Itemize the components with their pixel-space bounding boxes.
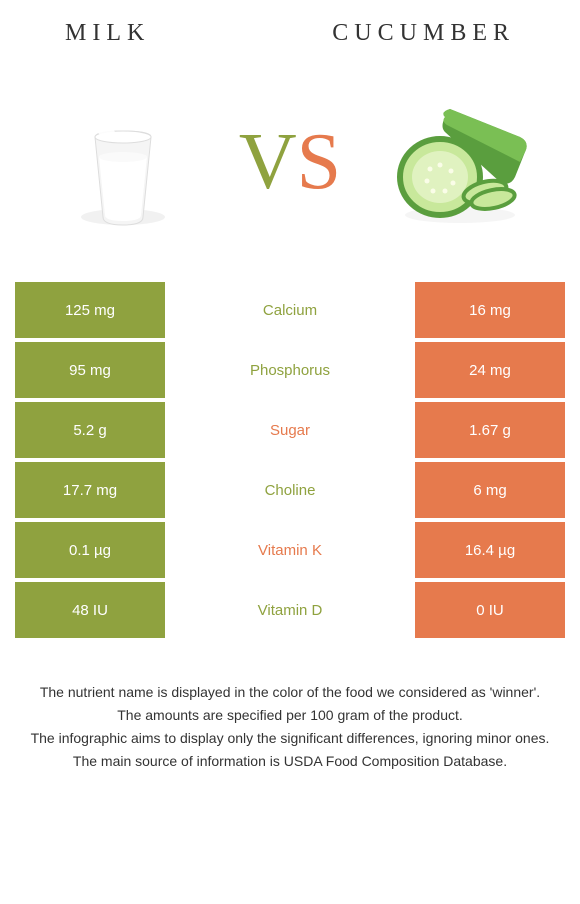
hero-row: VS [15, 72, 565, 252]
table-row: 95 mg Phosphorus 24 mg [15, 342, 565, 398]
value-left: 48 IU [15, 582, 165, 638]
value-left: 17.7 mg [15, 462, 165, 518]
title-row: MILK CUCUMBER [15, 20, 565, 47]
versus-v: V [239, 117, 297, 208]
table-row: 17.7 mg Choline 6 mg [15, 462, 565, 518]
cucumber-image [385, 87, 535, 237]
versus-s: S [297, 117, 342, 208]
value-right: 0 IU [415, 582, 565, 638]
versus-label: VS [239, 117, 341, 208]
value-right: 16.4 µg [415, 522, 565, 578]
nutrient-label: Choline [165, 462, 415, 518]
value-right: 24 mg [415, 342, 565, 398]
footer-notes: The nutrient name is displayed in the co… [15, 682, 565, 774]
table-row: 5.2 g Sugar 1.67 g [15, 402, 565, 458]
nutrient-label: Calcium [165, 282, 415, 338]
footer-line: The amounts are specified per 100 gram o… [25, 705, 555, 726]
footer-line: The main source of information is USDA F… [25, 751, 555, 772]
value-left: 125 mg [15, 282, 165, 338]
title-right: CUCUMBER [332, 20, 515, 47]
value-right: 16 mg [415, 282, 565, 338]
value-left: 5.2 g [15, 402, 165, 458]
value-right: 1.67 g [415, 402, 565, 458]
table-row: 0.1 µg Vitamin K 16.4 µg [15, 522, 565, 578]
value-left: 0.1 µg [15, 522, 165, 578]
table-row: 48 IU Vitamin D 0 IU [15, 582, 565, 638]
title-left: MILK [65, 20, 150, 47]
value-left: 95 mg [15, 342, 165, 398]
value-right: 6 mg [415, 462, 565, 518]
table-row: 125 mg Calcium 16 mg [15, 282, 565, 338]
comparison-table: 125 mg Calcium 16 mg 95 mg Phosphorus 24… [15, 282, 565, 642]
footer-line: The infographic aims to display only the… [25, 728, 555, 749]
nutrient-label: Phosphorus [165, 342, 415, 398]
infographic-container: MILK CUCUMBER VS [0, 0, 580, 904]
nutrient-label: Vitamin D [165, 582, 415, 638]
milk-image [45, 87, 195, 237]
nutrient-label: Vitamin K [165, 522, 415, 578]
nutrient-label: Sugar [165, 402, 415, 458]
footer-line: The nutrient name is displayed in the co… [25, 682, 555, 703]
